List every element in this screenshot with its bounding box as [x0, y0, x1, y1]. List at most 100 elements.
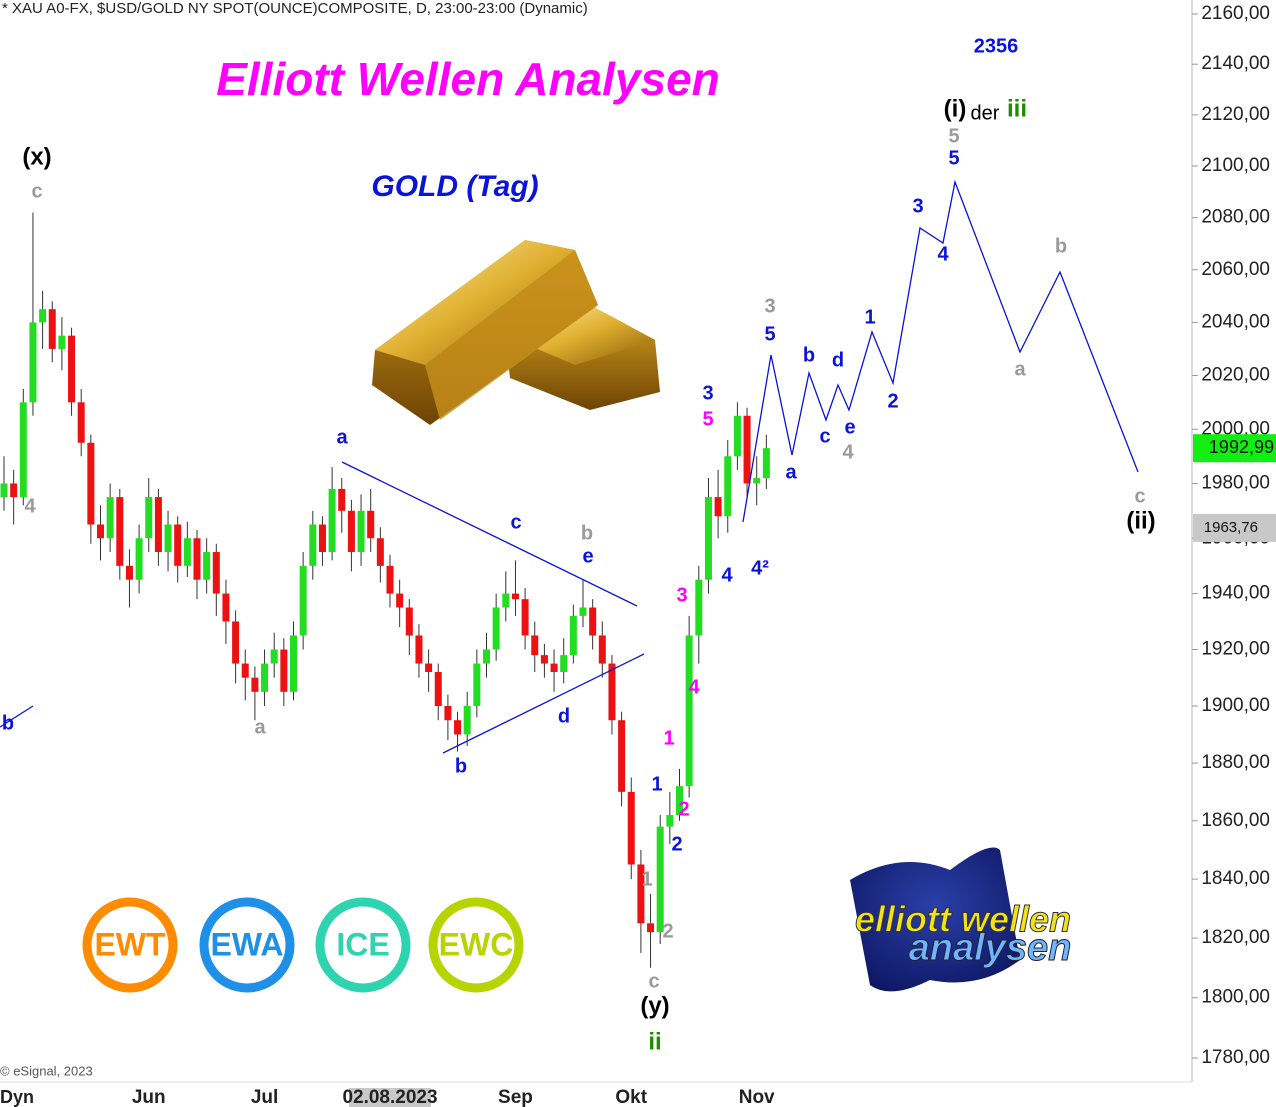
wave-label: a: [336, 426, 348, 448]
y-tick-label: 1820,00: [1201, 927, 1270, 948]
y-tick-label: 2080,00: [1201, 207, 1270, 228]
candle-body: [299, 565, 307, 636]
wave-label: b: [803, 344, 815, 366]
x-tick-label: Jul: [251, 1087, 278, 1107]
candle-body: [685, 635, 693, 787]
brand-text: elliott wellen: [855, 899, 1071, 940]
candle-body: [212, 552, 220, 594]
wave-label: 3: [702, 382, 713, 404]
wave-label: 5: [948, 125, 959, 147]
wave-lines: [0, 179, 1139, 754]
brand-text: analysen: [909, 927, 1072, 969]
candle-body: [10, 483, 18, 498]
candle-body: [241, 663, 249, 678]
logo-text: EWT: [94, 926, 166, 962]
candle-body: [116, 497, 124, 566]
candle-body: [463, 705, 471, 735]
candle-body: [145, 497, 153, 539]
wave-label: der: [971, 102, 1000, 124]
candle-body: [251, 677, 259, 692]
wave-label: 2: [671, 833, 682, 855]
candle-body: [125, 565, 133, 580]
wave-label: 2356: [974, 35, 1019, 57]
y-tick-label: 2100,00: [1201, 155, 1270, 176]
chart-title: Elliott Wellen Analysen: [216, 53, 720, 105]
candle-body: [328, 488, 336, 553]
candle-body: [19, 402, 27, 498]
candle-body: [318, 524, 326, 553]
y-tick-label: 1980,00: [1201, 472, 1270, 493]
logo-text: EWC: [439, 926, 514, 962]
candle-body: [695, 579, 703, 636]
y-axis: 1780,00 1800,00 1820,00 1840,00 1860,00 1880,…: [1192, 3, 1276, 1068]
x-tick-label: Sep: [498, 1087, 533, 1107]
wave-label: b: [1055, 235, 1067, 257]
candle-body: [106, 497, 114, 539]
x-tick-label: Okt: [615, 1087, 647, 1107]
y-tick-label: 1900,00: [1201, 695, 1270, 716]
candle-body: [97, 524, 104, 539]
wave-label: c: [819, 425, 830, 447]
corner-label: Dyn: [0, 1087, 34, 1107]
candle-body: [135, 538, 143, 580]
wave-label: c: [1134, 485, 1145, 507]
candle-body: [704, 497, 712, 580]
x-label-box: [349, 1088, 431, 1107]
y-tick-label: 1860,00: [1201, 810, 1270, 831]
price-tag: [1193, 434, 1276, 463]
y-tick-label: 1800,00: [1201, 987, 1270, 1008]
wave-label: 4²: [751, 557, 769, 579]
candle-body: [434, 672, 442, 706]
wave-label: 1: [663, 727, 674, 749]
candle-body: [676, 786, 683, 815]
candle-body: [637, 864, 645, 924]
candle-body: [405, 607, 413, 636]
candle-body: [280, 649, 288, 692]
copyright: © eSignal, 2023: [0, 1063, 93, 1078]
candle-body: [531, 635, 539, 656]
candle-body: [521, 599, 529, 636]
candle-body: [39, 309, 47, 323]
candle-body: [193, 538, 201, 580]
candle-body: [579, 607, 587, 616]
wave-label: e: [844, 416, 855, 438]
wave-label: 5: [948, 147, 959, 169]
candle-body: [444, 705, 452, 721]
wave-label: 1: [651, 773, 662, 795]
wave-label: (i): [944, 95, 967, 122]
header: * XAU A0-FX, $USD/GOLD NY SPOT(OUNCE)COM…: [2, 0, 588, 17]
candle-body: [454, 720, 462, 735]
logo-text: ICE: [336, 926, 389, 962]
candle-body: [386, 565, 394, 594]
axis-panel: [1192, 0, 1276, 1107]
wave-label: 4: [937, 243, 949, 265]
wave-label: 3: [764, 295, 775, 317]
candle-body: [415, 635, 423, 664]
wave-label: (x): [22, 143, 51, 170]
candle-body: [656, 826, 664, 933]
candle-body: [473, 663, 481, 706]
y-tick-label: 2040,00: [1201, 311, 1270, 332]
candle-body: [347, 510, 355, 553]
y-tick-label: 2160,00: [1201, 3, 1270, 24]
wave-label: c: [510, 511, 521, 533]
candle-body: [550, 663, 558, 673]
plot-area: [0, 212, 770, 968]
y-tick-label: 2000,00: [1201, 418, 1270, 439]
wave-label: 4: [721, 564, 733, 586]
logos: EWT EWA ICE EWC elliott wellen analysen: [82, 847, 1072, 993]
candle-body: [598, 635, 606, 664]
y-tick-label: 1880,00: [1201, 752, 1270, 773]
wave-label: (ii): [1126, 507, 1155, 534]
wave-label: b: [581, 522, 593, 544]
y-tick-label: 2060,00: [1201, 259, 1270, 280]
wave-label: 2: [887, 390, 898, 412]
wave-label: 2: [662, 920, 673, 942]
candle-body: [154, 497, 162, 553]
candle-body: [492, 607, 500, 650]
candle-body: [483, 649, 490, 664]
candle-body: [338, 488, 346, 511]
candle-body: [164, 524, 172, 553]
y-tick-label: 2140,00: [1201, 53, 1270, 74]
candle-body: [733, 415, 741, 457]
